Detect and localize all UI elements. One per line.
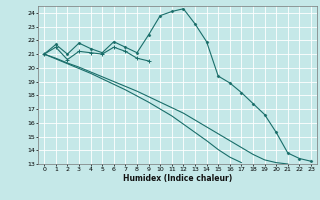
X-axis label: Humidex (Indice chaleur): Humidex (Indice chaleur) — [123, 174, 232, 183]
